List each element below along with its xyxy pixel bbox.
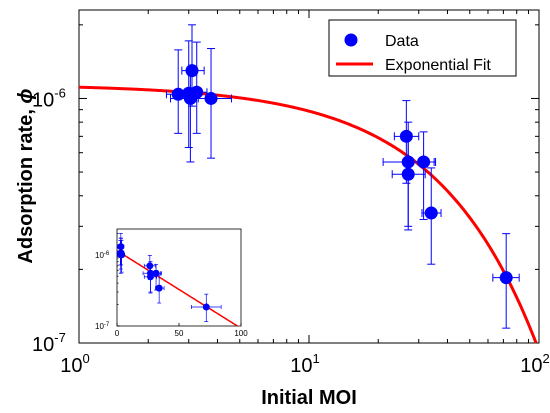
data-point-group [181,24,205,107]
inset-y-tick-label-base: 10 [95,251,104,260]
inset-y-tick-label: 10-6 [95,251,110,260]
legend-data-marker [344,33,358,47]
data-point-group [193,48,232,159]
main-fit-layer [78,85,538,344]
inset-y-tick-label-exponent: -6 [104,251,110,257]
inset-data-point [146,262,154,270]
data-point [171,87,185,101]
y-tick-label: 10-7 [32,330,66,356]
y-axis-title-symbol: ϕ [15,88,37,103]
inset-x-tick-label: 0 [115,329,120,338]
x-tick-label-base: 10 [520,355,542,377]
data-point-group [165,49,193,134]
y-tick-label: 10-6 [32,85,66,111]
x-tick-label: 100 [60,351,89,377]
inset-y-tick-label: 10-7 [95,322,110,331]
y-tick-label-exponent: -6 [54,85,66,100]
data-point [401,167,415,181]
x-tick-label-base: 10 [60,355,82,377]
data-point-group [391,132,426,231]
inset-data-point [155,284,163,292]
inset-plot-frame [116,228,242,327]
inset-fit-layer [116,250,238,327]
x-tick-label-exponent: 0 [83,351,90,366]
y-tick-label-exponent: -7 [54,330,66,345]
inset-data-point-group [117,239,126,273]
data-point-group [492,233,520,329]
x-tick-label-exponent: 1 [313,351,320,366]
inset-data-point [146,273,154,281]
inset-data-point-group [143,264,158,294]
inset-x-tick-label: 100 [234,329,248,338]
data-point [399,129,413,143]
x-tick-label: 101 [290,351,319,377]
fit-curve [78,85,538,344]
data-point-group [411,131,437,220]
y-tick-label-base: 10 [32,89,54,111]
legend-data-label: Data [385,33,419,50]
data-point [499,271,513,285]
inset-y-tick-label-exponent: -7 [104,322,110,328]
inset-fit-line [116,250,238,327]
inset-data-layer [116,232,222,323]
data-point [417,155,431,169]
legend: Data Exponential Fit [328,19,517,77]
legend-box [328,19,517,77]
main-data-layer [165,24,520,329]
data-point [204,91,218,105]
inset-data-point-group [191,293,222,323]
x-tick-label: 102 [520,351,549,377]
legend-fit-label: Exponential Fit [385,57,491,74]
inset-y-tick-label-base: 10 [95,322,104,331]
y-axis-title: Adsorption rate, ϕ [15,88,37,263]
x-axis-title: Initial MOI [261,387,357,409]
x-tick-label-exponent: 2 [543,351,550,366]
y-tick-label-base: 10 [32,334,54,356]
x-tick-label-base: 10 [290,355,312,377]
inset-data-point [202,303,210,311]
data-point [424,206,438,220]
inset-data-point-group [155,274,165,304]
inset-x-tick-label: 50 [175,329,184,338]
inset-data-point [118,251,126,259]
y-axis-title-text: Adsorption rate, [15,104,37,264]
data-point-group [421,167,442,265]
